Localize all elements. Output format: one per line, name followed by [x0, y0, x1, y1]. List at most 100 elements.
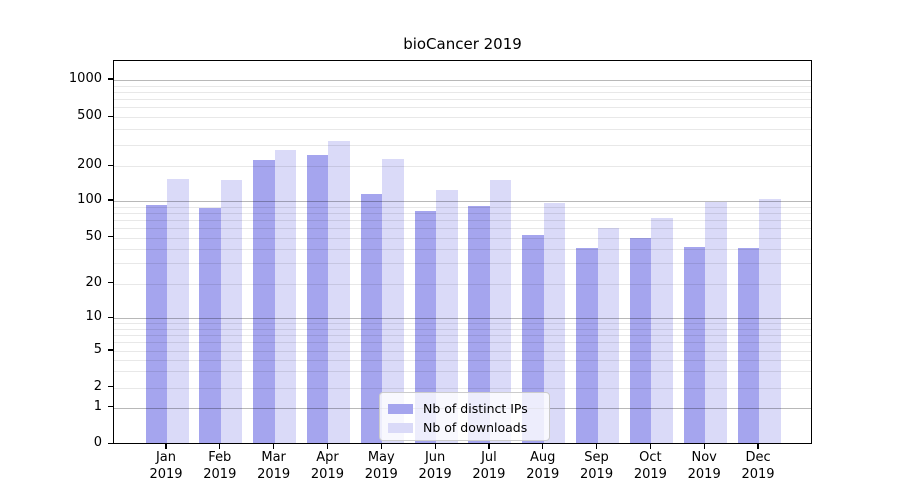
y-axis-tick-mark [108, 442, 113, 444]
legend-swatch-downloads [388, 422, 413, 433]
gridline-major [114, 201, 811, 202]
x-axis-tick-mark [542, 444, 544, 449]
x-axis-tick-mark [165, 444, 167, 449]
bar-downloads [543, 203, 566, 443]
y-axis-tick-mark [108, 316, 113, 318]
bar-downloads [167, 178, 189, 443]
gridline-minor [114, 283, 811, 285]
bar-distinct-ips [199, 207, 221, 443]
gridline-minor [114, 371, 811, 373]
x-axis-tick-mark [649, 444, 651, 449]
gridline-minor [114, 206, 811, 208]
bar-distinct-ips [522, 234, 544, 443]
gridline-minor [114, 248, 811, 250]
x-axis-tick-label: Apr 2019 [310, 450, 344, 482]
gridline-minor [114, 129, 811, 131]
bar-downloads [274, 150, 297, 443]
bar-downloads [651, 217, 673, 443]
bar-downloads [220, 180, 243, 443]
legend-row-downloads: Nb of downloads [388, 418, 541, 437]
gridline-minor [114, 351, 811, 352]
x-axis-tick-label: Jan 2019 [149, 450, 183, 482]
legend-label-distinct-ips: Nb of distinct IPs [423, 401, 528, 416]
legend: Nb of distinct IPs Nb of downloads [379, 392, 550, 441]
x-axis-tick-mark [219, 444, 221, 449]
bar-downloads [436, 189, 458, 443]
bar-distinct-ips [468, 205, 490, 443]
plot-area [113, 60, 812, 444]
bar-downloads [489, 180, 512, 443]
bar-downloads [382, 159, 404, 443]
gridline-minor [114, 342, 811, 344]
gridline-major [114, 80, 811, 81]
x-axis-tick-label: Oct 2019 [633, 450, 667, 482]
gridline-minor [114, 99, 811, 101]
y-axis-tick-mark [108, 406, 113, 408]
gridline-minor [114, 219, 811, 221]
y-axis-tick-mark [108, 349, 113, 351]
y-axis-tick-label: 5 [93, 342, 102, 357]
gridline-minor [114, 166, 811, 168]
x-axis-tick-mark [380, 444, 382, 449]
y-axis-tick-mark [108, 78, 113, 80]
y-axis-tick-label: 100 [77, 192, 102, 207]
y-axis-tick-mark [108, 386, 113, 388]
gridline-minor [114, 212, 811, 214]
legend-swatch-distinct-ips [388, 403, 413, 414]
y-axis-tick-label: 200 [77, 157, 102, 173]
gridline-minor [114, 85, 811, 87]
bar-downloads [328, 140, 350, 443]
gridline-minor [114, 144, 811, 146]
bar-downloads [597, 227, 620, 443]
x-axis-tick-mark [757, 444, 759, 449]
legend-row-distinct-ips: Nb of distinct IPs [388, 399, 541, 418]
gridline-minor [114, 92, 811, 93]
x-axis-tick-label: May 2019 [364, 450, 398, 482]
bar-distinct-ips [576, 248, 598, 443]
y-axis-tick-label: 0 [93, 435, 102, 451]
bar-downloads [705, 201, 727, 443]
x-axis-tick-label: Dec 2019 [741, 450, 775, 482]
gridline-minor [114, 107, 811, 109]
legend-label-downloads: Nb of downloads [423, 420, 528, 435]
gridline-minor [114, 117, 811, 119]
bar-distinct-ips [737, 248, 760, 443]
y-axis-tick-label: 1 [93, 398, 102, 414]
x-axis-tick-mark [326, 444, 329, 449]
y-axis-tick-mark [108, 164, 113, 166]
x-axis-tick-mark [273, 444, 275, 449]
bar-distinct-ips [683, 246, 706, 443]
gridline-minor [114, 237, 811, 239]
bar-distinct-ips [306, 154, 329, 443]
y-axis-tick-mark [108, 236, 113, 238]
gridline-minor [114, 328, 811, 330]
y-axis-tick-label: 10 [85, 309, 102, 325]
x-axis-tick-label: Feb 2019 [203, 450, 237, 482]
gridline-minor [114, 359, 811, 361]
x-axis-tick-label: Sep 2019 [580, 450, 614, 482]
bar-distinct-ips [145, 204, 167, 443]
gridline-minor [114, 335, 811, 337]
y-axis-tick-mark [108, 282, 113, 284]
y-axis-tick-mark [108, 199, 113, 201]
bar-distinct-ips [629, 237, 652, 443]
gridline-major [114, 318, 811, 320]
y-axis-tick-mark [108, 115, 113, 117]
bar-distinct-ips [360, 194, 383, 443]
x-axis-tick-mark [595, 444, 598, 449]
x-axis-tick-mark [703, 444, 705, 449]
x-axis-tick-label: Jun 2019 [418, 450, 452, 482]
x-axis-tick-label: Jul 2019 [472, 450, 506, 482]
bar-distinct-ips [414, 210, 437, 443]
x-axis-tick-mark [488, 444, 490, 449]
gridline-minor [114, 387, 811, 389]
y-axis-tick-label: 1000 [68, 71, 102, 86]
y-axis-tick-label: 50 [85, 228, 102, 244]
chart-title: bioCancer 2019 [403, 35, 522, 53]
y-axis-tick-label: 500 [77, 108, 102, 124]
bar-distinct-ips [253, 160, 275, 443]
x-axis-tick-label: Nov 2019 [687, 450, 721, 482]
gridline-minor [114, 228, 811, 230]
y-axis-tick-label: 20 [85, 274, 102, 290]
